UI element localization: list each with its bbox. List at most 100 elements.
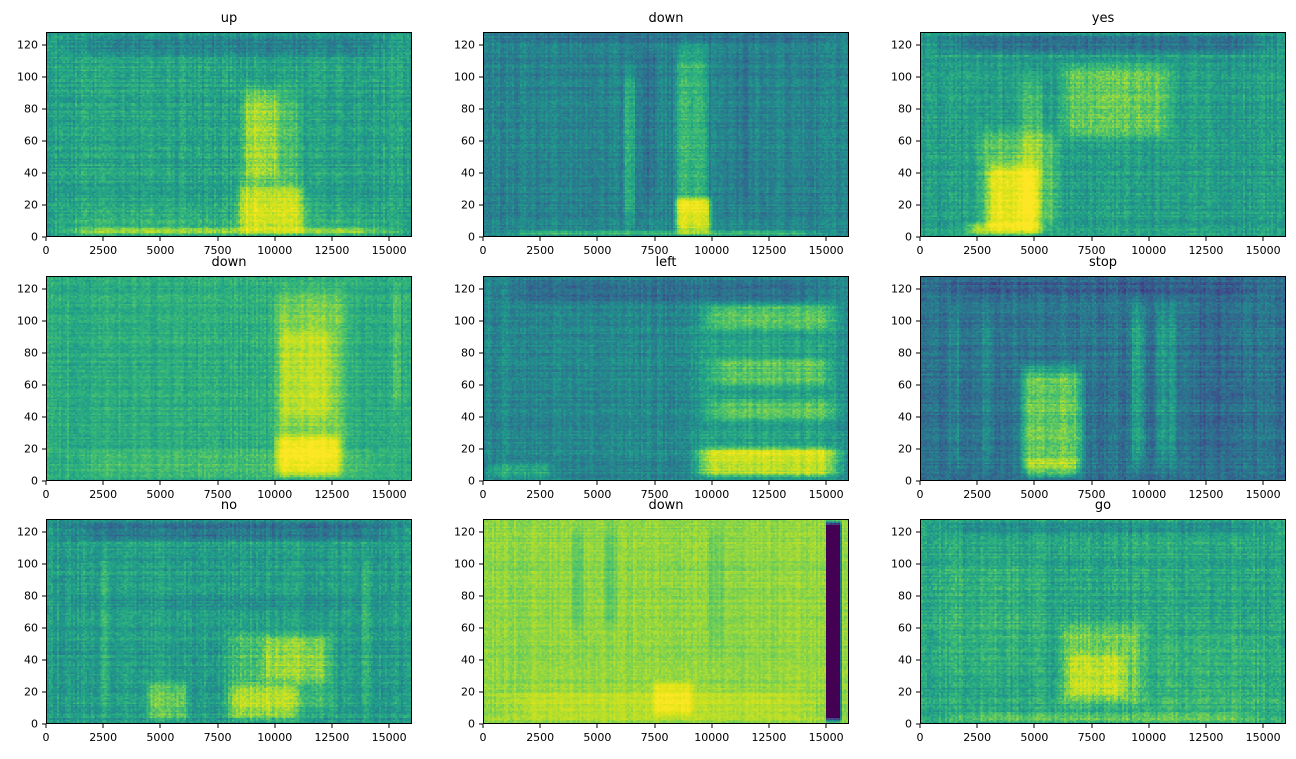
y-tick-label: 40: [461, 166, 475, 180]
x-tick-mark: [654, 724, 656, 728]
x-tick-label: 12500: [314, 244, 350, 257]
y-tick-label: 80: [24, 102, 38, 116]
y-tick-label: 40: [898, 166, 912, 180]
x-tick-mark: [331, 724, 333, 728]
x-tick-mark: [976, 724, 978, 728]
spectrogram-image: [921, 277, 1285, 480]
x-tick-label: 10000: [257, 244, 293, 257]
y-tick-label: 60: [898, 134, 912, 148]
y-tick-mark: [916, 204, 920, 206]
x-tick-label: 15000: [808, 488, 844, 501]
x-tick-mark: [539, 481, 541, 485]
x-tick-label: 0: [479, 244, 487, 257]
y-tick-label: 120: [454, 525, 475, 539]
y-tick-mark: [916, 416, 920, 418]
x-tick-mark: [388, 237, 390, 241]
spectrogram-image: [484, 520, 848, 723]
x-tick-label: 10000: [694, 244, 730, 257]
y-tick-mark: [916, 140, 920, 142]
x-tick-label: 2500: [89, 244, 118, 257]
x-tick-mark: [711, 724, 713, 728]
x-tick-label: 10000: [1131, 731, 1167, 744]
x-tick-mark: [1033, 237, 1035, 241]
x-tick-mark: [1205, 237, 1207, 241]
y-tick-label: 60: [461, 378, 475, 392]
y-tick-label: 0: [468, 230, 475, 244]
spectrogram-subplot-up-0: up 0 20 40 60 80 100 120 0 2500 5000 7500 10000 12500…: [17, 11, 412, 257]
x-tick-mark: [45, 237, 47, 241]
x-tick-label: 0: [479, 731, 487, 744]
y-tick-label: 120: [891, 282, 912, 296]
y-tick-label: 60: [24, 378, 38, 392]
x-tick-mark: [388, 724, 390, 728]
x-tick-label: 7500: [1077, 731, 1106, 744]
x-tick-label: 2500: [89, 488, 118, 501]
y-tick-label: 20: [24, 442, 38, 456]
x-tick-label: 7500: [640, 244, 669, 257]
y-tick-mark: [479, 416, 483, 418]
y-tick-mark: [479, 480, 483, 482]
x-tick-label: 5000: [1020, 488, 1049, 501]
y-tick-label: 120: [17, 38, 38, 52]
axes-frame: [920, 32, 1286, 237]
y-tick-label: 80: [24, 589, 38, 603]
y-tick-label: 0: [905, 717, 912, 731]
x-tick-mark: [976, 237, 978, 241]
y-tick-label: 80: [461, 102, 475, 116]
x-tick-label: 2500: [526, 731, 555, 744]
y-tick-label: 40: [898, 653, 912, 667]
x-tick-mark: [596, 481, 598, 485]
x-tick-label: 12500: [751, 244, 787, 257]
y-tick-mark: [916, 172, 920, 174]
x-tick-label: 5000: [1020, 244, 1049, 257]
x-tick-mark: [768, 724, 770, 728]
plot-title: stop: [1088, 255, 1118, 270]
x-tick-label: 5000: [583, 488, 612, 501]
x-tick-mark: [274, 724, 276, 728]
x-tick-mark: [482, 724, 484, 728]
axes-frame: [483, 519, 849, 724]
x-tick-label: 10000: [694, 731, 730, 744]
x-tick-mark: [45, 481, 47, 485]
x-tick-mark: [1205, 481, 1207, 485]
x-tick-label: 15000: [808, 731, 844, 744]
x-tick-mark: [768, 481, 770, 485]
y-tick-mark: [916, 480, 920, 482]
x-tick-label: 5000: [1020, 731, 1049, 744]
y-tick-mark: [42, 480, 46, 482]
y-tick-mark: [916, 352, 920, 354]
y-tick-label: 20: [898, 198, 912, 212]
y-tick-mark: [916, 236, 920, 238]
x-tick-label: 12500: [1188, 731, 1224, 744]
x-tick-mark: [654, 481, 656, 485]
x-tick-mark: [1091, 237, 1093, 241]
x-tick-mark: [159, 237, 161, 241]
spectrogram-subplot-no-6: no 0 20 40 60 80 100 120 0 2500 5000 7500 10000 12500…: [17, 498, 412, 744]
plot-title: yes: [1091, 11, 1115, 26]
y-tick-label: 80: [898, 589, 912, 603]
axes-frame: [483, 32, 849, 237]
y-tick-mark: [479, 44, 483, 46]
x-tick-label: 7500: [203, 488, 232, 501]
x-tick-label: 15000: [371, 244, 407, 257]
y-tick-mark: [916, 723, 920, 725]
x-tick-mark: [1091, 724, 1093, 728]
x-tick-label: 12500: [751, 731, 787, 744]
y-tick-mark: [916, 384, 920, 386]
x-tick-label: 7500: [640, 731, 669, 744]
x-tick-label: 7500: [640, 488, 669, 501]
x-tick-mark: [1148, 481, 1150, 485]
y-tick-mark: [479, 172, 483, 174]
y-tick-mark: [479, 140, 483, 142]
y-tick-label: 20: [461, 198, 475, 212]
x-tick-label: 5000: [583, 731, 612, 744]
y-tick-mark: [42, 288, 46, 290]
y-tick-mark: [916, 108, 920, 110]
x-tick-label: 10000: [1131, 244, 1167, 257]
y-tick-mark: [42, 627, 46, 629]
y-tick-label: 80: [898, 346, 912, 360]
y-tick-label: 40: [24, 653, 38, 667]
x-tick-label: 15000: [1245, 244, 1281, 257]
y-tick-mark: [42, 531, 46, 533]
y-tick-label: 20: [461, 685, 475, 699]
